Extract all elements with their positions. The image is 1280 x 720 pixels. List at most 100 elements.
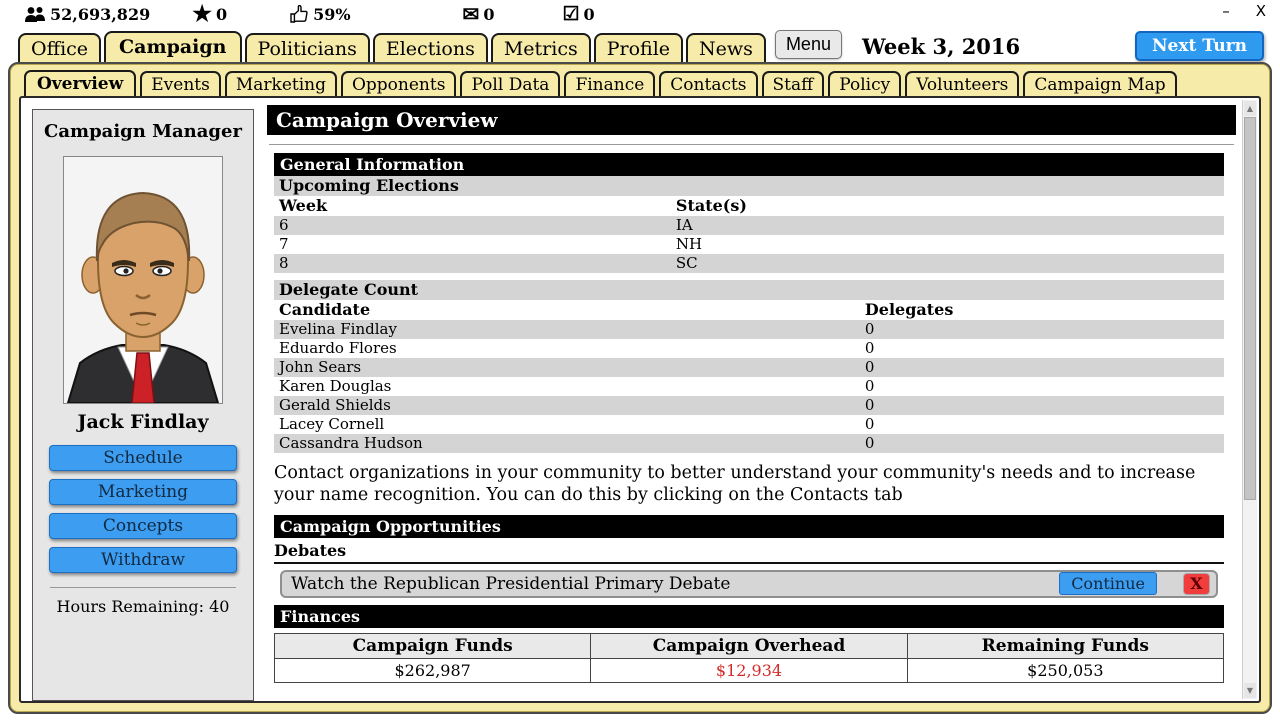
sub-tab-bar: Overview Events Marketing Opponents Poll… (10, 64, 1270, 96)
debate-opportunity-row: Watch the Republican Presidential Primar… (280, 569, 1218, 598)
delegate-row: Evelina Findlay 0 (274, 320, 1224, 339)
subtab-opponents[interactable]: Opponents (340, 71, 457, 96)
tab-politicians[interactable]: Politicians (244, 33, 370, 62)
scroll-down-arrow-icon[interactable]: ▼ (1244, 683, 1256, 698)
avatar-portrait (64, 157, 222, 403)
window-controls: – X (1222, 2, 1266, 20)
subtab-volunteers[interactable]: Volunteers (905, 71, 1020, 96)
campaign-manager-sidebar: Campaign Manager (32, 109, 254, 701)
subtab-overview[interactable]: Overview (24, 70, 137, 96)
col-delegates: Delegates (864, 300, 954, 319)
concepts-button[interactable]: Concepts (49, 513, 237, 539)
subtab-marketing[interactable]: Marketing (224, 71, 337, 96)
finances-header-row: Campaign Funds Campaign Overhead Remaini… (273, 632, 1225, 659)
col-candidate: Candidate (279, 300, 371, 319)
people-icon (25, 6, 45, 22)
star-value: 0 (215, 4, 228, 24)
tab-profile[interactable]: Profile (593, 33, 684, 62)
tasks-stat: ☑ 0 (562, 2, 595, 25)
content-area: Campaign Manager (19, 96, 1261, 703)
campaign-opportunities-header: Campaign Opportunities (274, 514, 1224, 538)
delegate-row: Karen Douglas 0 (279, 377, 875, 395)
top-status-bar: 52,693,829 ★ 0 59% ✉ 0 ☑ 0 – X (0, 0, 1280, 28)
withdraw-button[interactable]: Withdraw (49, 547, 237, 573)
debates-title: Debates (274, 540, 347, 560)
election-row: 7 NH (279, 235, 703, 253)
delegate-count-title: Delegate Count (274, 280, 1224, 300)
main-tab-bar: Office Campaign Politicians Elections Me… (0, 28, 1280, 62)
sidebar-divider (50, 587, 236, 588)
thumbs-up-icon (290, 4, 308, 23)
star-icon: ★ (192, 1, 212, 27)
delegate-count-column-headers: Candidate Delegates (274, 300, 1224, 320)
finances-values-row: $262,987 $12,934 $250,053 (273, 657, 1225, 683)
delegate-row: Gerald Shields 0 (274, 396, 1224, 415)
col-week: Week (279, 196, 328, 215)
approval-stat: 59% (289, 4, 351, 24)
subtab-finance[interactable]: Finance (564, 71, 656, 96)
remaining-funds-value: $250,053 (906, 657, 1225, 683)
subtab-poll-data[interactable]: Poll Data (460, 71, 561, 96)
continue-button[interactable]: Continue (1059, 572, 1157, 596)
mail-icon: ✉ (462, 2, 480, 26)
subtab-policy[interactable]: Policy (828, 71, 902, 96)
minimize-button[interactable]: – (1222, 2, 1230, 20)
messages-stat: ✉ 0 (463, 4, 495, 24)
tab-metrics[interactable]: Metrics (490, 33, 591, 62)
subtab-campaign-map[interactable]: Campaign Map (1023, 71, 1177, 96)
subtab-events[interactable]: Events (140, 71, 221, 96)
overview-main: Campaign Overview General Information Up… (254, 98, 1242, 701)
upcoming-elections-column-headers: Week State(s) (274, 196, 1224, 216)
star-stat: ★ 0 (192, 3, 227, 25)
avatar (63, 156, 223, 404)
delegate-row: Eduardo Flores 0 (279, 339, 875, 357)
sidebar-title: Campaign Manager (44, 121, 242, 142)
scrollbar-thumb[interactable] (1244, 117, 1256, 501)
subtab-staff[interactable]: Staff (761, 71, 825, 96)
population-stat: 52,693,829 (24, 5, 150, 24)
checkbox-icon: ☑ (562, 2, 580, 25)
tasks-value: 0 (583, 4, 595, 24)
debates-underline (274, 561, 1224, 564)
upcoming-elections-title: Upcoming Elections (274, 176, 1224, 196)
contacts-hint-text: Contact organizations in your community … (274, 463, 1196, 506)
delegate-row: Lacey Cornell 0 (279, 415, 875, 433)
finances-header: Finances (274, 604, 1224, 628)
delegate-row: John Sears 0 (274, 358, 1224, 377)
manager-name: Jack Findlay (77, 411, 209, 433)
dismiss-debate-button[interactable]: X (1183, 572, 1210, 595)
population-value: 52,693,829 (50, 4, 151, 24)
campaign-overhead-value: $12,934 (590, 657, 908, 683)
menu-button[interactable]: Menu (774, 30, 842, 59)
col-campaign-overhead: Campaign Overhead (590, 632, 908, 659)
debate-description: Watch the Republican Presidential Primar… (291, 573, 731, 594)
election-row: 8 SC (274, 254, 1224, 273)
col-campaign-funds: Campaign Funds (273, 632, 592, 659)
title-divider (269, 144, 1234, 145)
tab-office[interactable]: Office (18, 33, 102, 62)
campaign-funds-value: $262,987 (273, 657, 592, 683)
hours-remaining: Hours Remaining: 40 (56, 597, 230, 616)
approval-value: 59% (313, 4, 351, 24)
messages-value: 0 (483, 4, 495, 24)
col-states: State(s) (675, 196, 747, 215)
campaign-panel: Overview Events Marketing Opponents Poll… (8, 62, 1272, 714)
general-information-header: General Information (274, 153, 1224, 176)
vertical-scrollbar[interactable]: ▲ ▼ (1242, 100, 1257, 699)
close-window-button[interactable]: X (1255, 2, 1266, 20)
schedule-button[interactable]: Schedule (49, 445, 237, 471)
subtab-contacts[interactable]: Contacts (659, 71, 758, 96)
tab-elections[interactable]: Elections (372, 33, 488, 62)
page-title: Campaign Overview (267, 105, 1236, 135)
general-information-section: General Information Upcoming Elections W… (274, 153, 1224, 453)
marketing-button[interactable]: Marketing (49, 479, 237, 505)
scroll-up-arrow-icon[interactable]: ▲ (1244, 101, 1256, 116)
next-turn-button[interactable]: Next Turn (1134, 31, 1264, 61)
campaign-opportunities-section: Campaign Opportunities (274, 514, 1224, 538)
delegate-row: Cassandra Hudson 0 (274, 434, 1224, 453)
tab-news[interactable]: News (686, 33, 766, 62)
tab-campaign[interactable]: Campaign (104, 31, 242, 62)
col-remaining-funds: Remaining Funds (906, 632, 1225, 659)
election-row: 6 IA (274, 216, 1224, 235)
finances-table: Campaign Funds Campaign Overhead Remaini… (273, 632, 1225, 683)
